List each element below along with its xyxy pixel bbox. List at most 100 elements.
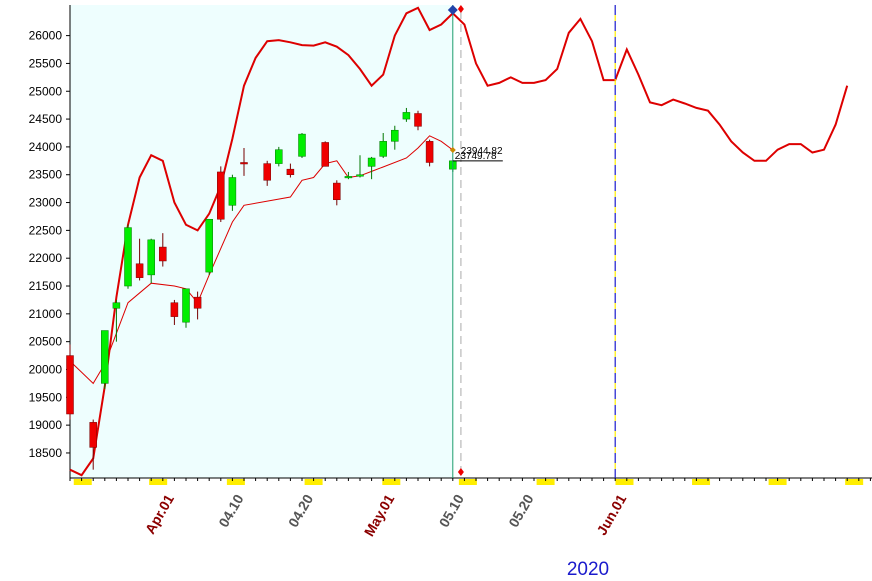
candle (286, 163, 295, 178)
candle-body (414, 113, 422, 127)
weekend-marker (73, 479, 92, 485)
candle (298, 132, 306, 159)
candle (112, 299, 121, 342)
candle (333, 180, 341, 206)
y-tick-label: 26000 (29, 29, 63, 43)
y-tick-label: 23000 (29, 196, 63, 210)
y-tick-label: 20500 (29, 335, 63, 349)
candle-body (425, 141, 434, 163)
candle-body (89, 422, 97, 448)
candle (275, 146, 283, 167)
y-tick-label: 25500 (29, 56, 63, 70)
candle (425, 139, 434, 167)
candle-body (112, 302, 121, 309)
candle-body (379, 141, 387, 157)
candle-body (228, 177, 237, 206)
cursor-handle-icon[interactable] (447, 5, 458, 15)
candle-body (298, 133, 306, 157)
y-tick-label: 25000 (29, 84, 63, 98)
upper-band-line (69, 6, 849, 477)
weekend-marker (845, 479, 864, 485)
ma-value-marker-icon (449, 146, 456, 153)
y-tick-label: 19500 (29, 390, 63, 404)
close-value-label: 23749.78 (455, 151, 497, 162)
y-tick-label: 20000 (29, 362, 63, 376)
candle-body (333, 182, 341, 201)
candle-body (263, 163, 271, 181)
y-tick-label: 24000 (29, 140, 63, 154)
candle-body (240, 162, 248, 165)
candle-body (101, 330, 109, 384)
candle (217, 166, 225, 223)
candle-body (275, 149, 283, 164)
candle (414, 110, 422, 131)
candle-body (135, 263, 144, 278)
y-tick-label: 18500 (29, 446, 63, 460)
weekend-marker (458, 479, 477, 485)
candle-body (356, 174, 364, 177)
candle-body (147, 239, 155, 276)
candle-body (182, 288, 190, 323)
candle (66, 344, 74, 420)
weekend-marker (536, 479, 555, 485)
candle (321, 141, 329, 167)
candle-body (391, 129, 399, 142)
history-region (70, 5, 453, 478)
candle (89, 419, 97, 470)
y-tick-label: 21000 (29, 307, 63, 321)
weekend-marker (382, 479, 401, 485)
candle-body (159, 246, 167, 262)
candle-body (367, 157, 376, 167)
candle (170, 299, 179, 325)
candle (356, 155, 364, 178)
candle (124, 224, 132, 289)
weekend-marker (615, 479, 634, 485)
weekend-marker (304, 479, 323, 485)
candle-body (217, 171, 225, 220)
y-axis: 18500 19000 19500 20000 20500 21000 21500 22000… (29, 29, 70, 460)
ma-value-label: 23944.82 (461, 146, 503, 157)
candle (344, 171, 353, 180)
weekend-marker (226, 479, 245, 485)
candle (367, 156, 376, 180)
y-tick-label: 22000 (29, 251, 63, 265)
candle (101, 330, 109, 389)
candle-body (321, 142, 329, 167)
candle-body (124, 227, 132, 287)
candle-body (66, 355, 74, 415)
candle (135, 238, 144, 281)
y-tick-label: 23500 (29, 168, 63, 182)
candle (263, 160, 271, 186)
y-tick-label: 19000 (29, 418, 63, 432)
upper-band-series (69, 6, 849, 477)
candle (159, 233, 167, 267)
candle (391, 125, 399, 150)
candle (147, 238, 155, 284)
weekend-marker (692, 479, 711, 485)
y-tick-label: 24500 (29, 112, 63, 126)
candle (379, 132, 387, 159)
candle-body (286, 168, 295, 175)
y-tick-label: 21500 (29, 279, 63, 293)
projection-top-marker-icon (457, 5, 464, 13)
moving-average-line (69, 135, 454, 385)
candle (182, 288, 190, 328)
year-label: 2020 (567, 559, 609, 580)
candle (193, 291, 202, 320)
weekend-marker (768, 479, 787, 485)
candle (205, 218, 213, 275)
moving-average-series (69, 135, 454, 385)
candle-body (205, 218, 213, 273)
candle-body (344, 176, 353, 179)
candlestick-series (66, 107, 457, 470)
candle (228, 174, 237, 211)
candle (402, 107, 411, 122)
candle-body (193, 296, 202, 309)
candle (240, 148, 248, 176)
candle-body (402, 112, 411, 120)
projection-bottom-marker-icon (457, 468, 464, 476)
weekend-marker (149, 479, 168, 485)
